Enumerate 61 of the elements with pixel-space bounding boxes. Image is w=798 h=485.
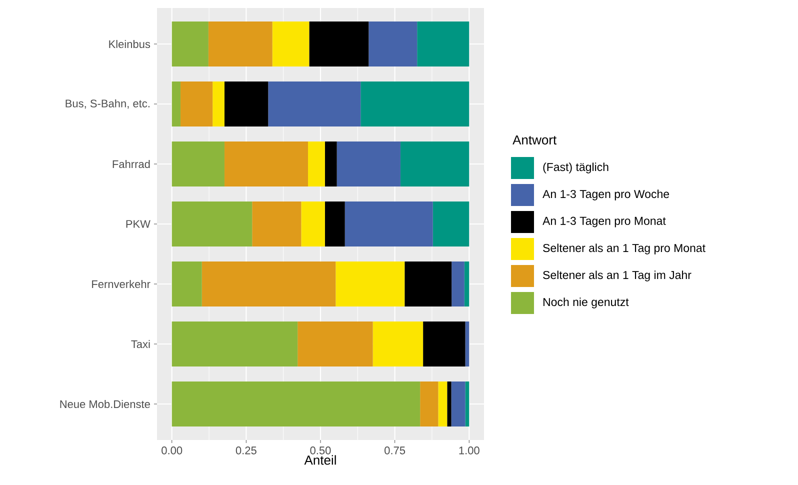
bar (208, 22, 272, 67)
bar (301, 202, 325, 247)
x-tick-label: 1.00 (459, 446, 480, 454)
bar (324, 142, 337, 187)
x-tick-label: 0.50 (310, 446, 331, 454)
x-tick-label: 0.75 (384, 446, 406, 454)
x-tick-label: 0.00 (162, 446, 182, 454)
bar (404, 262, 452, 307)
bar (360, 82, 470, 127)
y-tick-label: Bus, S-Bahn, etc. (66, 99, 150, 109)
bar (368, 22, 418, 67)
bar (172, 82, 180, 127)
x-axis-title: Anteil (304, 455, 336, 465)
legend-label: An 1-3 Tagen pro Woche (542, 190, 670, 200)
y-tick-label: Fernverkehr (92, 280, 150, 288)
legend-label: Seltener als an 1 Tag im Jahr (543, 270, 692, 282)
bar (465, 382, 470, 427)
y-tick-label: Kleinbus (109, 40, 150, 48)
bar (172, 22, 208, 67)
bar (336, 262, 405, 307)
bar (452, 262, 464, 307)
legend-label: (Fast) täglich (543, 162, 608, 174)
bar (372, 322, 424, 367)
bar (464, 262, 470, 307)
bar (252, 202, 302, 247)
x-tick-label: 0.25 (236, 446, 256, 454)
legend-label: An 1-3 Tagen pro Monat (542, 216, 666, 228)
y-tick-label: PKW (126, 220, 150, 228)
bar (423, 322, 466, 367)
y-tick-label: Neue Mob.Dienste (60, 400, 150, 408)
y-tick-label: Fahrrad (112, 160, 150, 168)
bar (344, 202, 433, 247)
bar (298, 322, 373, 367)
bar (172, 142, 224, 187)
legend-label: Noch nie genutzt (543, 298, 629, 308)
bar (172, 322, 298, 367)
bar (417, 22, 470, 67)
bar (202, 262, 336, 307)
bar (172, 202, 252, 247)
y-tick-label: Taxi (131, 340, 150, 348)
bar (336, 142, 400, 187)
bar (420, 382, 438, 427)
bar (432, 202, 470, 247)
bar (268, 82, 361, 127)
bar (172, 382, 420, 427)
bar (400, 142, 470, 187)
bar (465, 322, 470, 367)
bar (272, 22, 310, 67)
bar (309, 22, 369, 67)
bar (324, 202, 345, 247)
bar (447, 382, 452, 427)
legend-label: Seltener als an 1 Tag pro Monat (543, 244, 706, 254)
bar (451, 382, 466, 427)
bar (212, 82, 224, 127)
bar (308, 142, 325, 187)
bar (224, 142, 308, 187)
legend-title: Antwort (512, 135, 557, 145)
bar (180, 82, 213, 127)
bar (224, 82, 268, 127)
bar (438, 382, 448, 427)
bar (172, 262, 202, 307)
